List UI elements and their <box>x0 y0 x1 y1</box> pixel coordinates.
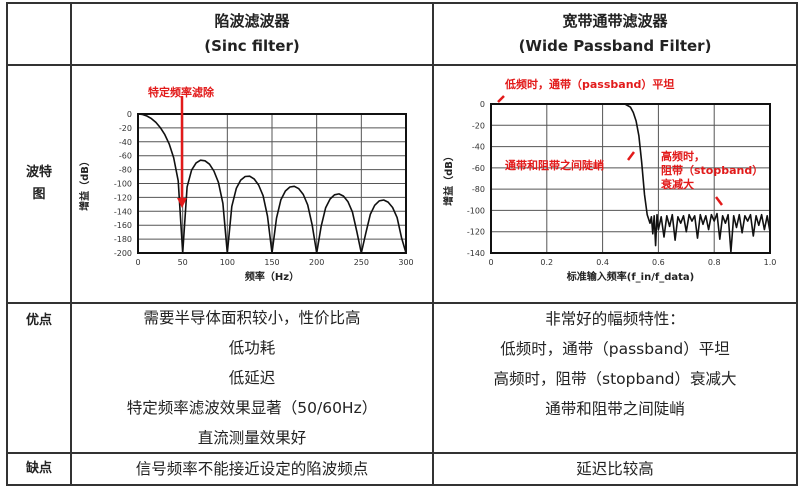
y-tick-label: -200 <box>114 249 132 258</box>
y-tick-label: -40 <box>119 138 132 147</box>
pros-wide-item: 通带和阻带之间陡峭 <box>545 400 685 418</box>
passband-annotation: 低频时，通带（passband）平坦 <box>505 78 675 91</box>
x-tick-label: 250 <box>354 258 369 267</box>
x-tick-label: 50 <box>178 258 188 267</box>
pros-sinc: 需要半导体面积较小，性价比高 低功耗 低延迟 特定频率滤波效果显著（50/60H… <box>72 304 432 452</box>
x-tick-label: 1.0 <box>764 258 777 267</box>
sinc-bode-chart: 0 50 100 150 200 250 300 0 -20 -40 -60 -80 -100 -120 -… <box>78 96 414 283</box>
sinc-notch-annotation: 特定频率滤除 <box>148 86 214 99</box>
response-curve <box>137 113 407 254</box>
pros-wide: 非常好的幅频特性： 低频时，通带（passband）平坦 高频时，阻带（stop… <box>434 304 796 424</box>
table-border-left <box>6 2 8 486</box>
x-tick-label: 0.2 <box>540 258 553 267</box>
stopband-line-3: 衰减大 <box>661 178 694 191</box>
y-tick-label: -120 <box>467 228 485 237</box>
y-tick-label: -180 <box>114 235 132 244</box>
row-label-pros: 优点 <box>8 306 70 336</box>
pros-wide-item: 低频时，通带（passband）平坦 <box>500 340 730 358</box>
y-tick-label: -160 <box>114 221 132 230</box>
header-wide-title: 宽带通带滤波器 <box>562 12 668 30</box>
x-tick-label: 100 <box>220 258 235 267</box>
table-divider-chart <box>6 302 798 304</box>
row-label-pros-text: 优点 <box>25 313 52 328</box>
y-axis-label: 增益（dB） <box>442 151 455 206</box>
table-divider-header <box>6 64 798 66</box>
x-tick-label: 0.6 <box>652 258 665 267</box>
cons-wide: 延迟比较高 <box>434 454 796 484</box>
y-tick-label: -20 <box>472 121 485 130</box>
table-border-right <box>796 2 798 486</box>
y-tick-label: -100 <box>114 180 132 189</box>
header-wide-subtitle: (Wide Passband Filter) <box>518 37 712 55</box>
y-tick-label: 0 <box>127 110 132 119</box>
row-label-cons-text: 缺点 <box>25 461 52 476</box>
pros-sinc-item: 低延迟 <box>228 369 276 387</box>
y-tick-label: -60 <box>472 164 485 173</box>
pros-sinc-item: 直流测量效果好 <box>197 429 307 447</box>
row-label-cons: 缺点 <box>8 454 70 484</box>
stopband-arrow <box>715 196 723 206</box>
x-tick-label: 300 <box>398 258 413 267</box>
x-axis-label: 频率（Hz） <box>245 270 299 283</box>
response-curve <box>491 103 771 253</box>
pros-wide-item: 高频时，阻带（stopband）衰减大 <box>493 370 737 388</box>
passband-arrow <box>497 95 505 103</box>
header-wide-passband-filter: 宽带通带滤波器 (Wide Passband Filter) <box>434 4 796 64</box>
stopband-line-1: 高频时， <box>661 150 705 163</box>
cons-wide-text: 延迟比较高 <box>576 460 654 478</box>
x-tick-label: 0 <box>488 258 493 267</box>
x-tick-label: 0 <box>135 258 140 267</box>
x-tick-label: 200 <box>309 258 324 267</box>
plot-frame <box>490 103 771 254</box>
cons-sinc: 信号频率不能接近设定的陷波频点 <box>72 454 432 484</box>
table-divider-col1 <box>70 2 72 486</box>
y-tick-label: -140 <box>467 249 485 258</box>
transition-annotation: 通带和阻带之间陡峭 <box>505 159 604 172</box>
x-tick-label: 0.8 <box>708 258 721 267</box>
row-label-bode: 波特图 <box>8 66 70 302</box>
x-axis-label: 标准输入频率(f_in/f_data) <box>566 270 694 283</box>
y-tick-label: 0 <box>480 100 485 109</box>
table-divider-pros <box>6 452 798 454</box>
row-label-bode-text: 波特图 <box>25 165 52 202</box>
header-sinc-title: 陷波滤波器 <box>214 12 290 30</box>
y-tick-label: -80 <box>472 185 485 194</box>
wide-passband-bode-chart: 0 0.2 0.4 0.6 0.8 1.0 0 -20 -40 -60 -80 -100 -120 -14… <box>442 95 777 283</box>
cons-sinc-text: 信号频率不能接近设定的陷波频点 <box>135 460 369 478</box>
header-sinc-subtitle: (Sinc filter) <box>204 37 300 55</box>
stopband-line-2: 阻带（stopband） <box>661 164 764 177</box>
table-border-top <box>6 2 798 4</box>
stopband-annotation: 高频时， 阻带（stopband） 衰减大 <box>661 150 763 192</box>
pros-sinc-item: 低功耗 <box>228 339 276 357</box>
x-tick-label: 150 <box>264 258 279 267</box>
notch-arrow-head <box>177 198 187 208</box>
x-tick-label: 0.4 <box>596 258 609 267</box>
pros-wide-item: 非常好的幅频特性： <box>545 310 685 328</box>
pros-sinc-item: 特定频率滤波效果显著（50/60Hz） <box>126 399 378 417</box>
y-tick-label: -80 <box>119 166 132 175</box>
table-divider-col2 <box>432 2 434 486</box>
y-axis-label: 增益（dB） <box>78 156 91 211</box>
table-border-bottom <box>6 484 798 486</box>
y-tick-label: -20 <box>119 124 132 133</box>
pros-sinc-item: 需要半导体面积较小，性价比高 <box>143 309 361 327</box>
y-tick-label: -100 <box>467 206 485 215</box>
header-sinc-filter: 陷波滤波器 (Sinc filter) <box>72 4 432 64</box>
y-tick-label: -40 <box>472 143 485 152</box>
transition-arrow <box>627 151 635 161</box>
y-tick-label: -60 <box>119 152 132 161</box>
y-tick-label: -140 <box>114 207 132 216</box>
y-tick-label: -120 <box>114 193 132 202</box>
